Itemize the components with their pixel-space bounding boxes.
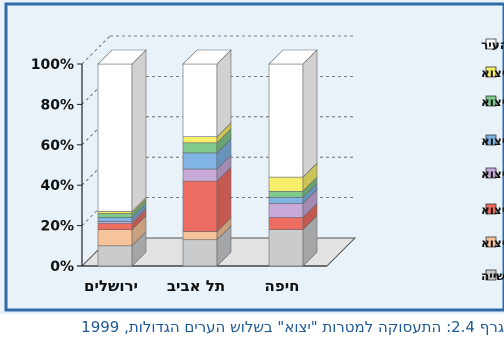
bar-segment	[182, 239, 218, 267]
bar-segment	[268, 217, 304, 230]
bar-top	[268, 49, 318, 65]
chart-background	[0, 0, 504, 314]
bar-segment	[97, 211, 133, 214]
x-tick-labels: ירושלים תל אביב חיפה	[84, 277, 299, 295]
legend-swatch	[485, 66, 497, 78]
bar-segment	[182, 152, 218, 170]
chart-border	[4, 2, 504, 312]
bar-segment-side	[131, 49, 147, 213]
bar-segment	[182, 136, 218, 144]
legend-label: שירותי תחבורה ליצוא	[481, 95, 504, 109]
legend-label: מינהל ציבורי ליצוא	[481, 236, 504, 250]
legend-label: שירותים עסקיים ליצוא	[481, 203, 504, 217]
legend-swatch	[485, 236, 497, 248]
y-tick-label: 40%	[40, 178, 74, 194]
legend-label: שירותים אחרים ליצוא	[481, 66, 504, 80]
bar-segment	[97, 63, 133, 212]
y-tick-label: 80%	[40, 97, 74, 113]
bar-segment	[268, 203, 304, 218]
bar-segment	[182, 142, 218, 154]
bar-segment	[97, 213, 133, 218]
bar-segment	[97, 221, 133, 224]
bar-segment	[268, 190, 304, 198]
gridline-diagonal	[81, 35, 111, 65]
legend-label: תעשייה	[481, 269, 504, 283]
bar-segment	[97, 217, 133, 222]
x-tick-label: תל אביב	[167, 277, 225, 295]
legend-swatch	[485, 203, 497, 215]
legend-label: שירותי תרבות ואירוח ליצוא	[481, 134, 504, 148]
y-tick-labels: 0% 20% 40% 60% 80% 100%	[31, 57, 74, 275]
legend-swatch	[485, 95, 497, 107]
bar-segment-side	[216, 49, 232, 138]
bar-segment	[97, 229, 133, 247]
y-tick-label: 100%	[31, 57, 74, 73]
bar-segment	[97, 223, 133, 230]
bar-segment	[268, 197, 304, 204]
y-tick-label: 0%	[50, 259, 74, 275]
legend-swatch	[485, 134, 497, 146]
y-tick-label: 20%	[40, 219, 74, 235]
legend-label: התעסוקה בשירות תושבי העיר	[481, 38, 504, 52]
bar-segment-side	[302, 49, 318, 178]
bar-segment	[182, 168, 218, 182]
legend-swatch	[485, 167, 497, 179]
bar-segment	[182, 180, 218, 232]
bar-segment	[182, 63, 218, 138]
bar-segment	[268, 63, 304, 178]
legend-swatch	[485, 269, 497, 281]
y-tick-label: 60%	[40, 138, 74, 154]
bar-top	[97, 49, 147, 65]
chart-caption: גרף 2.4: התעסוקה למטרות "יצוא" בשלוש הער…	[81, 318, 504, 336]
bar-segment	[97, 245, 133, 267]
x-tick-label: ירושלים	[84, 277, 138, 295]
bar-segment	[182, 231, 218, 241]
bar-segment	[268, 176, 304, 192]
legend: התעסוקה בשירות תושבי העיר שירותים אחרים ל…	[481, 38, 504, 283]
bar-segment	[268, 229, 304, 267]
bars	[97, 49, 318, 267]
bar-top	[182, 49, 232, 65]
legend-swatch	[485, 38, 497, 50]
legend-label: שירותי מסחר ליצוא	[481, 167, 504, 181]
x-tick-label: חיפה	[265, 277, 300, 295]
